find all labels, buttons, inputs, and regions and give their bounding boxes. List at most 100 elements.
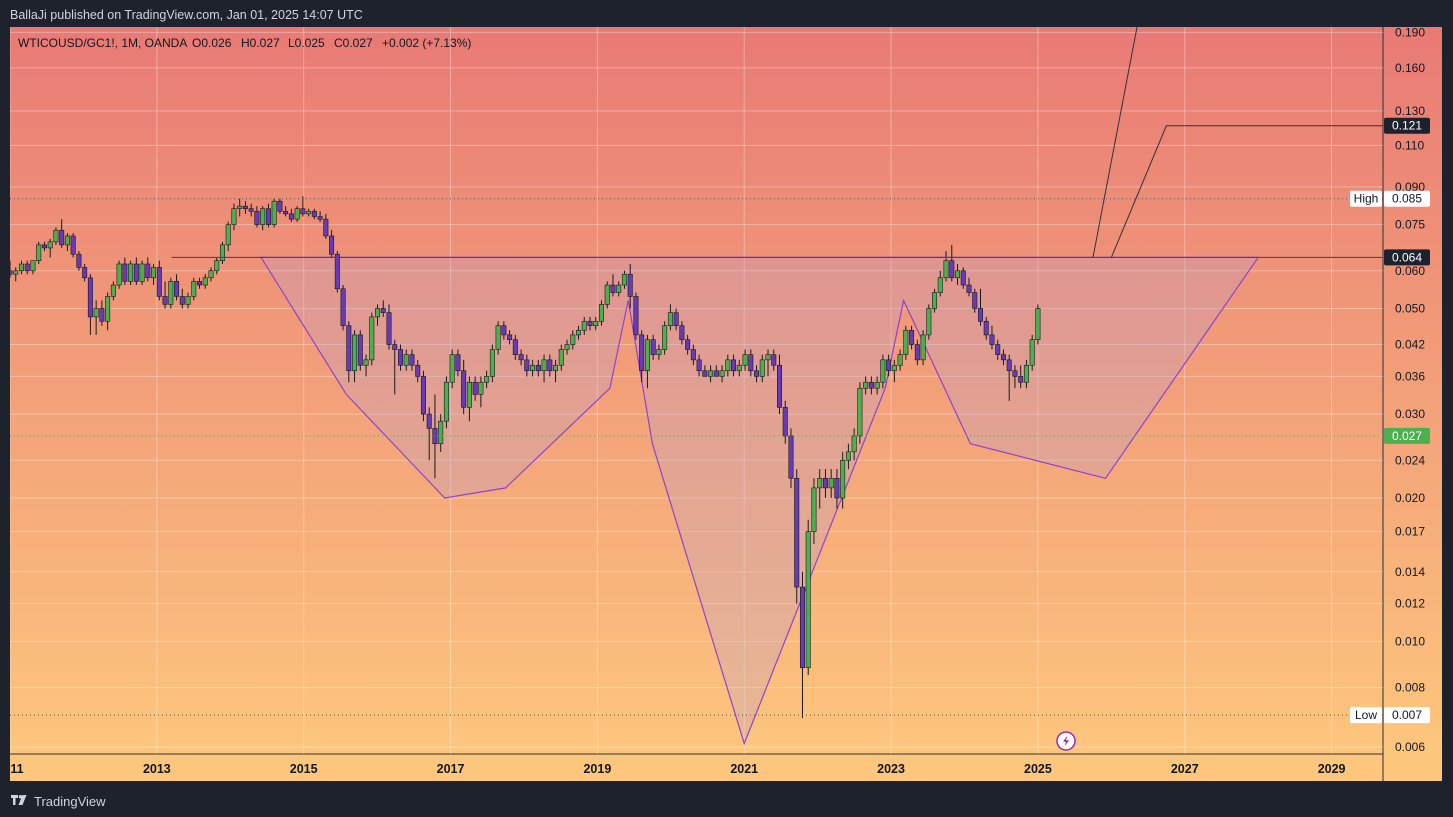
candle-body bbox=[708, 370, 714, 377]
candle-body bbox=[834, 477, 840, 499]
candle-body bbox=[535, 364, 541, 372]
candle-body bbox=[110, 284, 116, 297]
candle-body bbox=[530, 364, 536, 372]
candle-body bbox=[713, 370, 719, 377]
candle-body bbox=[1000, 354, 1006, 361]
candle-body bbox=[598, 304, 604, 322]
candle-body bbox=[82, 267, 88, 279]
x-tick-label: 2015 bbox=[290, 762, 318, 776]
y-tick-label: 0.010 bbox=[1395, 634, 1425, 648]
annotation-lines[interactable] bbox=[10, 26, 1383, 716]
candle-body bbox=[484, 376, 490, 383]
candle-body bbox=[518, 354, 524, 361]
x-tick-label: 2017 bbox=[437, 762, 465, 776]
price-tag-label: Low bbox=[1355, 708, 1377, 722]
candle-body bbox=[989, 334, 995, 345]
publisher-line: BallaJi published on TradingView.com, Ja… bbox=[10, 8, 363, 22]
candle-body bbox=[202, 277, 208, 286]
candle-body bbox=[558, 349, 564, 366]
price-tag-value: 0.085 bbox=[1392, 192, 1422, 206]
y-tick-label: 0.060 bbox=[1395, 264, 1425, 278]
price-chart[interactable]: 0.190 0.160 0.130 0.110 0.090 0.075 0.060 0.050… bbox=[0, 25, 1442, 781]
candle-body bbox=[754, 370, 760, 377]
close-value: C0.027 bbox=[334, 36, 373, 50]
candle-body bbox=[294, 208, 300, 220]
candle-body bbox=[955, 270, 961, 279]
candle-body bbox=[621, 273, 627, 286]
candle-body bbox=[891, 364, 897, 372]
y-tick-label: 0.014 bbox=[1395, 565, 1425, 579]
candle-body bbox=[438, 420, 444, 445]
candle-body bbox=[265, 208, 271, 225]
candle-body bbox=[805, 531, 811, 669]
candle-body bbox=[524, 359, 530, 372]
chart-frame[interactable]: 0.190 0.160 0.130 0.110 0.090 0.075 0.060 0.050… bbox=[0, 25, 1442, 781]
plot-background bbox=[10, 27, 1383, 754]
candle-body bbox=[593, 320, 599, 327]
symbol-legend: WTICOUSD/GC1!, 1M, OANDA O0.026 H0.027 L… bbox=[18, 36, 471, 50]
low-value: L0.025 bbox=[288, 36, 325, 50]
candle-body bbox=[736, 364, 742, 372]
candle-body bbox=[47, 241, 53, 249]
candle-body bbox=[909, 329, 915, 345]
candle-body bbox=[219, 244, 225, 261]
candle-body bbox=[937, 277, 943, 293]
y-tick-label: 0.024 bbox=[1395, 453, 1425, 467]
candle-body bbox=[242, 205, 248, 210]
projection-line-1 bbox=[1092, 26, 1138, 258]
candle-body bbox=[208, 270, 214, 279]
lightning-icon[interactable] bbox=[1056, 731, 1076, 751]
y-tick-label: 0.130 bbox=[1395, 104, 1425, 118]
candle-body bbox=[1035, 308, 1041, 340]
candle-body bbox=[392, 344, 398, 350]
candle-body bbox=[13, 270, 19, 275]
tradingview-logo-icon bbox=[11, 795, 27, 805]
candle-body bbox=[782, 407, 788, 437]
candle-body bbox=[932, 292, 938, 309]
candle-body bbox=[105, 296, 111, 322]
open-value: O0.026 bbox=[192, 36, 232, 50]
candle-body bbox=[512, 339, 518, 355]
candle-body bbox=[185, 296, 191, 305]
candle-body bbox=[771, 354, 777, 366]
candle-body bbox=[949, 260, 955, 279]
candle-body bbox=[197, 281, 203, 286]
candle-body bbox=[363, 359, 369, 366]
candle-body bbox=[7, 270, 13, 275]
candle-body bbox=[995, 344, 1001, 355]
candle-body bbox=[225, 224, 231, 246]
y-tick-label: 0.008 bbox=[1395, 680, 1425, 694]
candle-body bbox=[489, 349, 495, 377]
y-tick-label: 0.090 bbox=[1395, 180, 1425, 194]
y-tick-label: 0.075 bbox=[1395, 218, 1425, 232]
footer[interactable]: TradingView bbox=[10, 792, 106, 810]
candle-body bbox=[455, 354, 461, 372]
candle-body bbox=[340, 288, 346, 327]
candle-body bbox=[553, 364, 559, 372]
candle-body bbox=[581, 320, 587, 331]
candle-body bbox=[822, 477, 828, 489]
candle-body bbox=[122, 263, 128, 282]
candle-body bbox=[369, 316, 375, 361]
candle-body bbox=[828, 477, 834, 489]
candle-body bbox=[145, 263, 151, 279]
candle-body bbox=[116, 263, 122, 286]
candle-body bbox=[283, 210, 289, 215]
candle-body bbox=[570, 334, 576, 345]
y-tick-label: 0.036 bbox=[1395, 369, 1425, 383]
time-axis-background bbox=[10, 754, 1442, 781]
candle-body bbox=[70, 235, 76, 255]
candle-body bbox=[840, 459, 846, 499]
price-axis[interactable]: 0.190 0.160 0.130 0.110 0.090 0.075 0.060 0.050… bbox=[1395, 25, 1425, 754]
candle-body bbox=[1012, 370, 1018, 377]
candle-body bbox=[656, 349, 662, 355]
price-tag-value: 0.064 bbox=[1392, 250, 1422, 264]
time-axis[interactable]: 2011 2013 2015 2017 2019 2021 2023 2025 2027 2029 bbox=[0, 762, 1346, 776]
candle-body bbox=[162, 296, 168, 305]
candle-body bbox=[610, 284, 616, 293]
candle-body bbox=[604, 284, 610, 305]
candle-body bbox=[168, 281, 174, 305]
candle-body bbox=[731, 359, 737, 372]
candle-body bbox=[237, 205, 243, 210]
candle-body bbox=[403, 354, 409, 366]
